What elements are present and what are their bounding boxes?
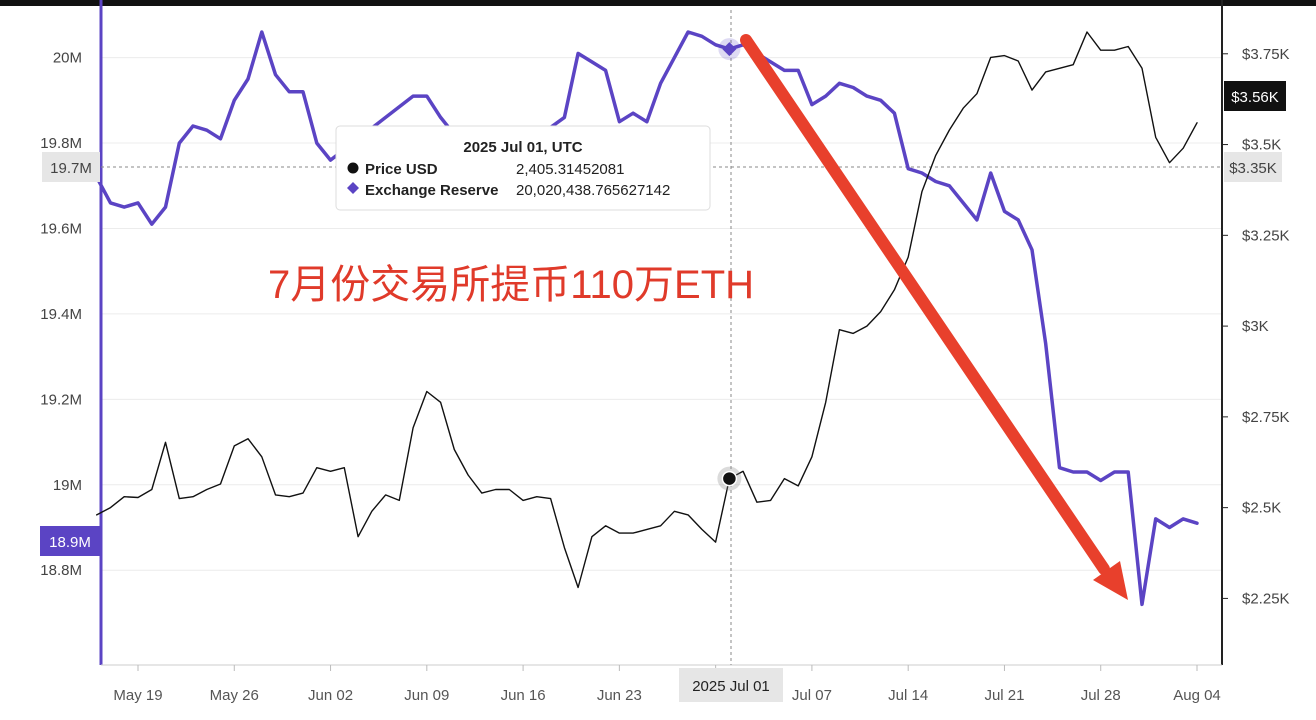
annotation-arrow-shaft (740, 34, 1110, 575)
y-left-tick-label: 19.8M (40, 135, 82, 152)
grid (101, 57, 1222, 571)
crosshair-x-label-text: 2025 Jul 01 (692, 678, 770, 695)
annotation-text: 7月份交易所提币110万ETH (268, 263, 754, 307)
crosshair-x-label: 2025 Jul 01 (679, 668, 783, 702)
x-tick-label: Jul 21 (984, 687, 1024, 704)
y-left-tick-label: 19.4M (40, 306, 82, 323)
y-left-tick-label: 19.2M (40, 391, 82, 408)
tooltip: 2025 Jul 01, UTC Price USD 2,405.3145208… (335, 125, 711, 211)
tooltip-reserve-value: 20,020,438.765627142 (516, 182, 670, 199)
x-tick-label: Jun 02 (308, 687, 353, 704)
x-axis: May 19 May 26 Jun 02 Jun 09 Jun 16 Jun 23 Jul … (113, 665, 1221, 704)
y-right-tick-label: $2.5K (1242, 500, 1281, 517)
hover-marker-reserve (722, 42, 737, 57)
tooltip-price-value: 2,405.31452081 (516, 161, 624, 178)
tooltip-price-label: Price USD (365, 161, 438, 178)
x-tick-label: Jun 23 (597, 687, 642, 704)
right-value-marker: $3.56K (1224, 81, 1286, 111)
y-left-tick-label: 18.8M (40, 562, 82, 579)
top-border (0, 0, 1316, 6)
x-tick-label: May 26 (210, 687, 259, 704)
x-tick-label: May 19 (113, 687, 162, 704)
series-layer (94, 30, 1199, 607)
left-value-marker-text: 18.9M (49, 534, 91, 551)
series-line-exchange-reserve (94, 30, 1199, 607)
y-right-tick-label: $3.75K (1242, 46, 1290, 63)
x-tick-label: Jun 09 (404, 687, 449, 704)
series-line-price-usd (95, 31, 1198, 589)
y-right-tick-label: $3K (1242, 318, 1269, 335)
tooltip-title: 2025 Jul 01, UTC (463, 139, 582, 156)
tooltip-price-dot-icon (347, 162, 359, 174)
x-tick-label: Jul 07 (792, 687, 832, 704)
x-tick-label: Jul 28 (1081, 687, 1121, 704)
hover-marker-price (721, 470, 738, 487)
y-axis-right: $3.75K $3.5K $3.25K $3K $2.75K $2.5K $2.25K (1222, 46, 1290, 607)
tooltip-reserve-label: Exchange Reserve (365, 182, 498, 199)
left-value-marker: 18.9M (40, 526, 100, 556)
right-value-marker-text: $3.56K (1231, 89, 1279, 106)
annotation-arrow (740, 34, 1128, 600)
y-left-tick-label: 19.6M (40, 220, 82, 237)
crosshair-left-label-text: 19.7M (50, 160, 92, 177)
y-right-tick-label: $3.5K (1242, 137, 1281, 154)
tooltip-box (335, 125, 711, 211)
crosshair-right-label-text: $3.35K (1229, 160, 1277, 177)
y-right-tick-label: $2.75K (1242, 409, 1290, 426)
crosshair-right-label: $3.35K (1224, 152, 1282, 182)
y-right-tick-label: $3.25K (1242, 227, 1290, 244)
tooltip-reserve-diamond-icon (347, 182, 359, 194)
x-tick-label: Jul 14 (888, 687, 928, 704)
y-axis-left: 20M 19.8M 19.6M 19.4M 19.2M 19M 18.8M (40, 50, 82, 580)
y-left-tick-label: 19M (53, 477, 82, 494)
annotation-arrow-head (1093, 561, 1128, 600)
crosshair-left-label: 19.7M (42, 152, 100, 182)
x-tick-label: Jun 16 (501, 687, 546, 704)
x-tick-label: Aug 04 (1173, 687, 1221, 704)
y-right-tick-label: $2.25K (1242, 590, 1290, 607)
y-left-tick-label: 20M (53, 50, 82, 67)
